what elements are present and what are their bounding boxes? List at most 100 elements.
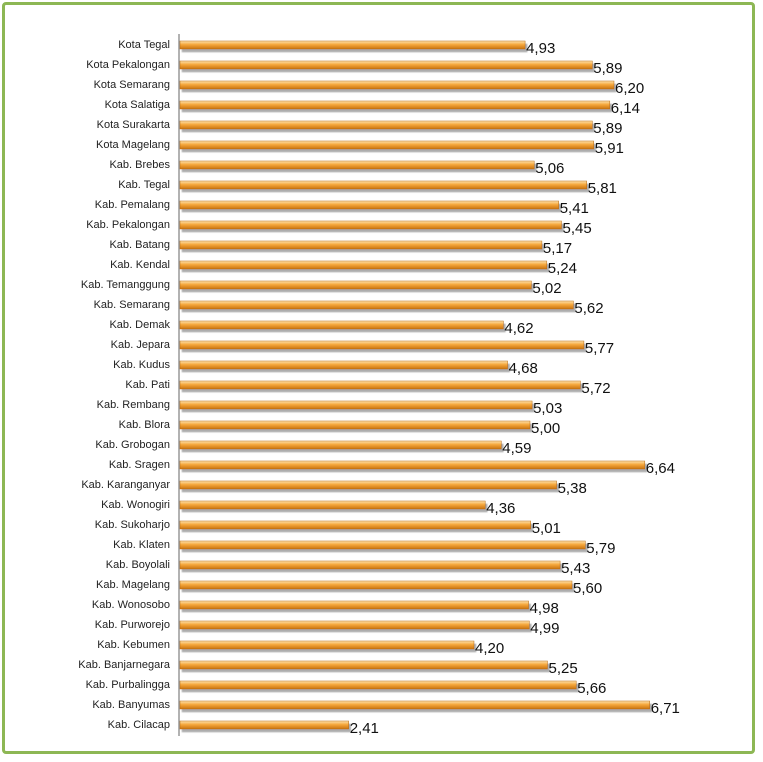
value-label: 6,20 <box>615 80 644 97</box>
category-label: Kab. Sukoharjo <box>95 519 170 531</box>
category-label: Kab. Temanggung <box>81 279 170 291</box>
category-label: Kab. Kudus <box>113 359 170 371</box>
bar <box>179 420 531 430</box>
category-label: Kota Pekalongan <box>86 59 170 71</box>
bar <box>179 160 535 170</box>
value-label: 6,71 <box>651 700 680 717</box>
value-label: 5,01 <box>532 520 561 537</box>
bar <box>179 260 548 270</box>
value-label: 5,41 <box>560 200 589 217</box>
category-label: Kab. Klaten <box>113 539 170 551</box>
value-label: 5,60 <box>573 580 602 597</box>
bar <box>179 140 594 150</box>
value-label: 5,81 <box>588 180 617 197</box>
bar <box>179 700 650 710</box>
value-label: 4,99 <box>530 620 559 637</box>
bar <box>179 400 533 410</box>
value-label: 5,79 <box>586 540 615 557</box>
bar <box>179 500 486 510</box>
value-label: 4,36 <box>486 500 515 517</box>
category-label: Kab. Magelang <box>96 579 170 591</box>
bar <box>179 240 543 250</box>
bar <box>179 520 531 530</box>
bar <box>179 280 532 290</box>
value-label: 5,91 <box>595 140 624 157</box>
bar <box>179 640 475 650</box>
value-label: 5,89 <box>593 60 622 77</box>
category-label: Kab. Karanganyar <box>81 479 170 491</box>
bar <box>179 540 586 550</box>
bar <box>179 720 349 730</box>
category-label: Kab. Rembang <box>97 399 170 411</box>
value-label: 6,14 <box>611 100 640 117</box>
category-label: Kab. Pekalongan <box>86 219 170 231</box>
value-label: 4,62 <box>504 320 533 337</box>
bar <box>179 440 502 450</box>
bar <box>179 100 611 110</box>
value-label: 5,00 <box>531 420 560 437</box>
value-label: 5,03 <box>533 400 562 417</box>
bar <box>179 60 593 70</box>
bar <box>179 580 573 590</box>
bar <box>179 380 581 390</box>
bar <box>179 560 561 570</box>
value-label: 5,72 <box>581 380 610 397</box>
bar <box>179 180 587 190</box>
bar <box>179 360 508 370</box>
category-label: Kab. Sragen <box>109 459 170 471</box>
value-label: 5,43 <box>561 560 590 577</box>
bar <box>179 220 562 230</box>
value-label: 5,45 <box>563 220 592 237</box>
category-label: Kab. Purworejo <box>95 619 170 631</box>
category-label: Kab. Blora <box>119 419 171 431</box>
value-label: 5,89 <box>593 120 622 137</box>
category-label: Kota Magelang <box>96 139 170 151</box>
bar <box>179 680 577 690</box>
value-label: 5,66 <box>577 680 606 697</box>
value-label: 5,25 <box>549 660 578 677</box>
category-label: Kab. Tegal <box>118 179 170 191</box>
category-label: Kab. Banyumas <box>92 699 170 711</box>
bar <box>179 600 529 610</box>
bar <box>179 460 646 470</box>
category-label: Kab. Wonogiri <box>101 499 170 511</box>
chart-frame <box>2 2 755 754</box>
value-label: 5,38 <box>558 480 587 497</box>
bar <box>179 620 530 630</box>
category-label: Kab. Semarang <box>94 299 170 311</box>
category-label: Kota Surakarta <box>97 119 171 131</box>
value-label: 6,64 <box>646 460 675 477</box>
value-label: 5,06 <box>535 160 564 177</box>
bar <box>179 300 574 310</box>
category-label: Kab. Jepara <box>111 339 171 351</box>
category-label: Kab. Boyolali <box>106 559 170 571</box>
bar <box>179 120 593 130</box>
bar <box>179 660 548 670</box>
category-label: Kab. Pati <box>125 379 170 391</box>
bar <box>179 320 504 330</box>
category-label: Kab. Kebumen <box>97 639 170 651</box>
bar <box>179 480 557 490</box>
category-label: Kab. Kendal <box>110 259 170 271</box>
category-label: Kab. Brebes <box>109 159 170 171</box>
value-label: 5,77 <box>585 340 614 357</box>
value-label: 4,68 <box>509 360 538 377</box>
value-label: 2,41 <box>350 720 379 737</box>
category-label: Kab. Demak <box>109 319 170 331</box>
bar <box>179 80 615 90</box>
value-label: 4,59 <box>502 440 531 457</box>
value-label: 4,20 <box>475 640 504 657</box>
category-label: Kab. Batang <box>109 239 170 251</box>
value-label: 4,98 <box>530 600 559 617</box>
category-label: Kab. Wonosobo <box>92 599 170 611</box>
category-label: Kab. Banjarnegara <box>78 659 171 671</box>
category-label: Kab. Pemalang <box>95 199 170 211</box>
bar <box>179 200 559 210</box>
value-label: 5,17 <box>543 240 572 257</box>
value-label: 4,93 <box>526 40 555 57</box>
category-label: Kota Semarang <box>94 79 170 91</box>
bar <box>179 340 585 350</box>
category-label: Kab. Purbalingga <box>86 679 171 691</box>
bar <box>179 40 526 50</box>
